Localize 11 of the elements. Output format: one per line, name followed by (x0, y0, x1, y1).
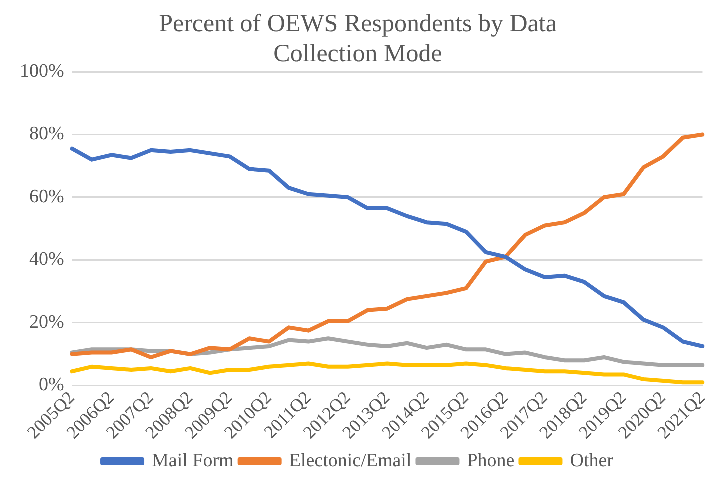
y-tick-label: 80% (30, 124, 64, 145)
y-tick-label: 60% (30, 186, 64, 208)
chart-title: Percent of OEWS Respondents by Data Collection Mode (159, 10, 557, 68)
legend-label: Other (570, 450, 614, 472)
y-tick-label: 20% (30, 312, 64, 333)
legend-label: Electonic/Email (289, 450, 412, 472)
legend-label: Mail Form (152, 450, 234, 472)
y-tick-label: 100% (20, 60, 64, 82)
legend-label: Phone (467, 450, 515, 472)
y-tick-label: 40% (30, 249, 64, 270)
y-tick-label: 0% (39, 374, 64, 396)
